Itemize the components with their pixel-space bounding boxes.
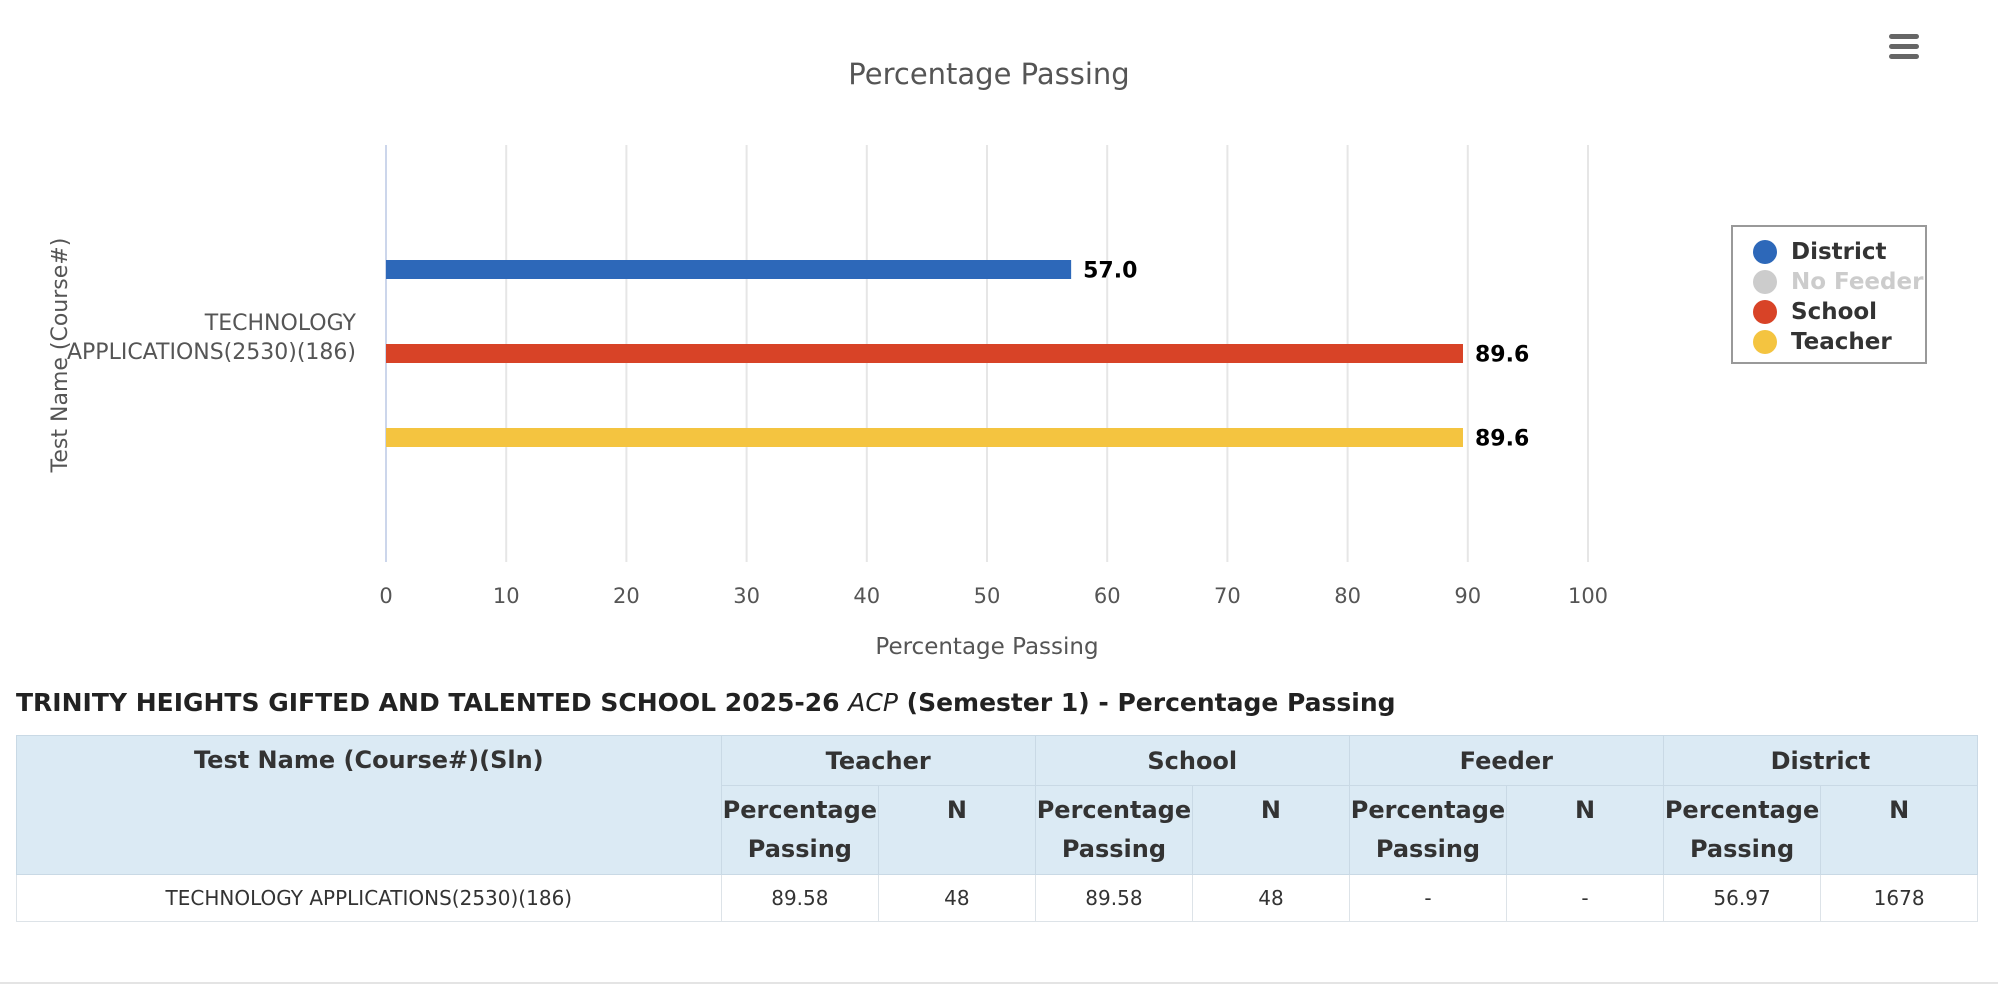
column-group-district: District	[1662, 735, 1979, 786]
bar-teacher	[386, 428, 1463, 447]
x-tick-label: 60	[1094, 584, 1121, 608]
column-header-school-percentage: Percentage Passing	[1034, 785, 1194, 875]
column-header-school-n: N	[1192, 785, 1350, 875]
table-cell: TECHNOLOGY APPLICATIONS(2530)(186)	[16, 874, 722, 922]
x-axis-title: Percentage Passing	[875, 634, 1098, 660]
column-group-feeder: Feeder	[1348, 735, 1664, 786]
results-table: Test Name (Course#)(Sln) Teacher School …	[16, 735, 1979, 922]
chart-legend: District No Feeder School Teacher	[1731, 225, 1927, 364]
table-heading-school: TRINITY HEIGHTS GIFTED AND TALENTED SCHO…	[16, 688, 840, 717]
table-cell: 89.58	[720, 874, 880, 922]
category-label: APPLICATIONS(2530)(186)	[67, 340, 356, 365]
data-label: 89.6	[1475, 427, 1529, 452]
category-label: TECHNOLOGY	[204, 311, 357, 336]
x-tick-label: 80	[1334, 584, 1361, 608]
table-cell: 56.97	[1662, 874, 1822, 922]
table-cell: -	[1506, 874, 1664, 922]
column-header-feeder-percentage: Percentage Passing	[1348, 785, 1508, 875]
legend-marker	[1753, 270, 1777, 294]
data-label: 89.6	[1475, 343, 1529, 368]
legend-marker	[1753, 300, 1777, 324]
column-group-school: School	[1034, 735, 1350, 786]
table-cell: 48	[878, 874, 1036, 922]
table-heading: TRINITY HEIGHTS GIFTED AND TALENTED SCHO…	[16, 688, 1396, 717]
column-header-teacher-percentage: Percentage Passing	[720, 785, 880, 875]
table-cell: 48	[1192, 874, 1350, 922]
table-heading-suffix: (Semester 1) - Percentage Passing	[906, 688, 1396, 717]
divider	[0, 982, 1998, 984]
legend-item-school[interactable]: School	[1753, 297, 1877, 327]
legend-item-no-feeder[interactable]: No Feeder	[1753, 267, 1923, 297]
table-heading-program: ACP	[848, 688, 898, 717]
y-axis-title: Test Name (Course#)	[48, 238, 73, 474]
data-label: 57.0	[1083, 259, 1137, 284]
legend-label: District	[1791, 239, 1887, 265]
x-tick-label: 30	[733, 584, 760, 608]
column-header-district-percentage: Percentage Passing	[1662, 785, 1822, 875]
bar-district	[386, 260, 1072, 279]
column-header-district-n: N	[1820, 785, 1978, 875]
column-header-test-name: Test Name (Course#)(Sln)	[16, 735, 722, 875]
x-tick-label: 20	[613, 584, 640, 608]
table-cell: 89.58	[1034, 874, 1194, 922]
column-header-teacher-n: N	[878, 785, 1036, 875]
column-header-feeder-n: N	[1506, 785, 1664, 875]
table-cell: -	[1348, 874, 1508, 922]
hamburger-menu-icon[interactable]	[1884, 28, 1924, 68]
x-tick-label: 10	[493, 584, 520, 608]
bar-school	[386, 344, 1463, 363]
legend-label: School	[1791, 299, 1878, 325]
legend-item-teacher[interactable]: Teacher	[1753, 327, 1892, 357]
x-tick-label: 90	[1454, 584, 1481, 608]
legend-item-district[interactable]: District	[1753, 237, 1887, 267]
legend-label: No Feeder	[1791, 269, 1924, 295]
bar-chart: Percentage Passing 0 10 20 30 40 50 60 70 80 90 100…	[48, 57, 1608, 660]
legend-marker	[1753, 330, 1777, 354]
x-tick-label: 40	[853, 584, 880, 608]
table-cell: 1678	[1820, 874, 1978, 922]
legend-marker	[1753, 240, 1777, 264]
x-tick-label: 50	[974, 584, 1001, 608]
x-tick-label: 100	[1568, 584, 1608, 608]
x-tick-label: 70	[1214, 584, 1241, 608]
column-group-teacher: Teacher	[720, 735, 1036, 786]
x-tick-label: 0	[379, 584, 392, 608]
chart-title: Percentage Passing	[848, 57, 1129, 91]
legend-label: Teacher	[1791, 329, 1892, 355]
table-row: TECHNOLOGY APPLICATIONS(2530)(186) 89.58 4…	[16, 874, 1978, 922]
